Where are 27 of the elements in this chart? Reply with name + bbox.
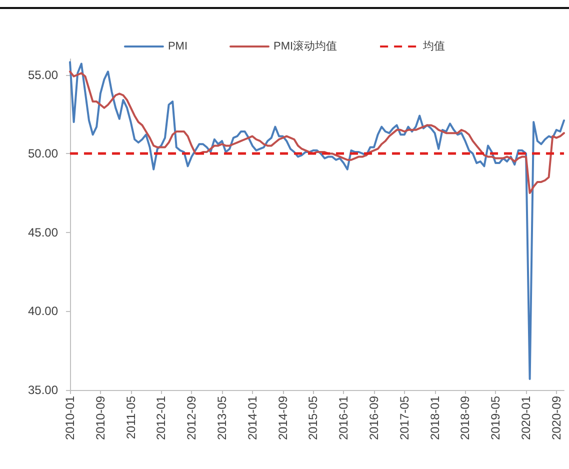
- x-tick-label: 2019-05: [488, 396, 503, 440]
- x-tick-label: 2020-09: [549, 396, 564, 440]
- y-tick-label: 35.00: [28, 383, 58, 397]
- x-tick-label: 2018-01: [428, 396, 442, 440]
- x-tick-label: 2012-01: [154, 396, 168, 440]
- x-tick-label: 2017-05: [397, 396, 412, 440]
- x-tick-label: 2012-09: [184, 396, 199, 440]
- y-tick-label: 55.00: [28, 68, 58, 82]
- legend-label: PMI滚动均值: [274, 40, 338, 52]
- y-tick-label: 50.00: [28, 146, 58, 161]
- x-tick-label: 2016-09: [367, 396, 381, 440]
- x-tick-label: 2014-09: [276, 396, 290, 440]
- x-tick-label: 2014-01: [245, 396, 260, 440]
- x-tick-label: 2010-01: [63, 396, 77, 440]
- x-tick-label: 2010-09: [93, 396, 108, 440]
- x-tick-label: 2011-05: [124, 396, 138, 440]
- x-tick-label: 2020-01: [519, 396, 533, 440]
- x-tick-label: 2018-09: [458, 396, 472, 440]
- x-tick-label: 2016-01: [336, 396, 351, 440]
- y-tick-label: 45.00: [28, 225, 58, 240]
- line-series: [69, 61, 565, 380]
- x-tick-label: 2013-05: [215, 396, 229, 440]
- y-tick-label: 40.00: [28, 304, 58, 318]
- legend-label: 均值: [422, 40, 446, 52]
- x-tick-label: 2015-05: [306, 396, 320, 440]
- legend-label: PMI: [168, 40, 188, 52]
- line-series: [69, 70, 565, 194]
